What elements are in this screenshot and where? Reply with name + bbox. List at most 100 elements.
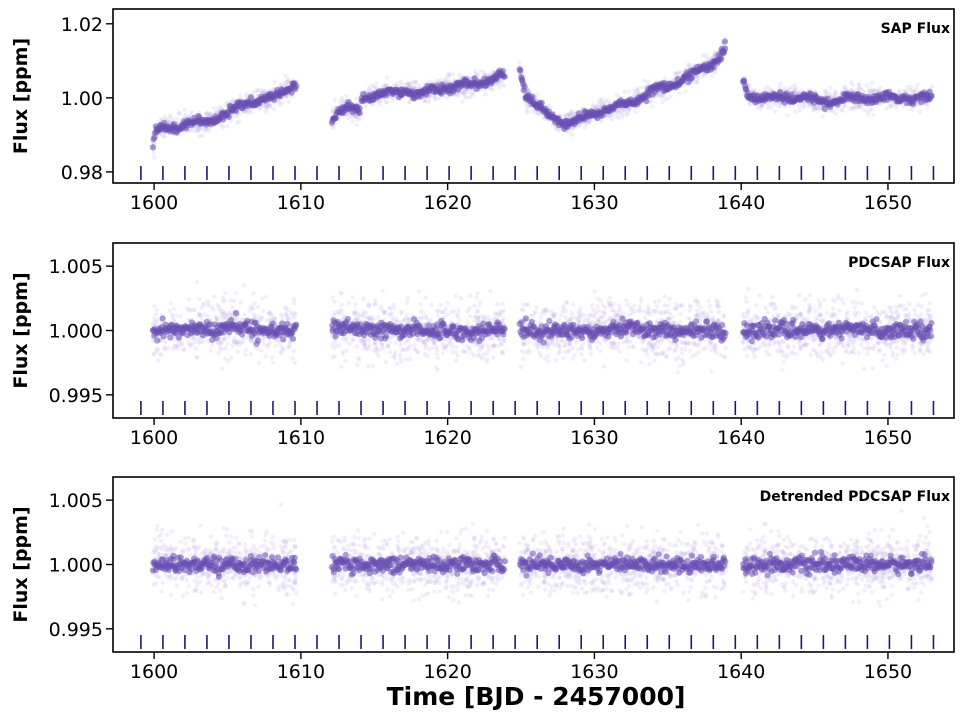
- flux-point: [225, 341, 230, 346]
- flux-point: [425, 318, 431, 323]
- flux-point: [152, 303, 157, 309]
- flux-point: [378, 102, 383, 107]
- flux-point: [850, 82, 856, 88]
- flux-point: [209, 343, 215, 348]
- flux-point: [172, 344, 177, 349]
- flux-point: [678, 70, 684, 76]
- flux-point: [394, 316, 399, 322]
- flux-point: [414, 79, 419, 85]
- flux-point: [446, 71, 451, 76]
- flux-point: [346, 115, 351, 121]
- flux-point: [567, 114, 573, 119]
- flux-point: [909, 107, 914, 112]
- flux-point: [372, 84, 377, 89]
- flux-point: [282, 305, 288, 310]
- flux-point: [536, 111, 541, 116]
- binned-point: [499, 68, 506, 75]
- flux-point: [188, 127, 193, 132]
- flux-point: [399, 309, 404, 314]
- flux-point: [596, 99, 602, 104]
- flux-point: [245, 109, 251, 115]
- flux-point: [151, 150, 156, 156]
- flux-point: [467, 314, 473, 319]
- flux-point: [339, 364, 344, 369]
- flux-point: [252, 301, 257, 306]
- flux-point: [700, 53, 706, 58]
- flux-point: [417, 289, 422, 294]
- flux-point: [232, 298, 237, 304]
- binned-point: [777, 88, 784, 96]
- flux-point: [379, 304, 384, 309]
- flux-point: [471, 92, 476, 98]
- flux-point: [365, 344, 370, 350]
- flux-point: [468, 293, 473, 299]
- flux-point: [874, 88, 880, 93]
- flux-point: [423, 98, 428, 104]
- flux-point: [161, 133, 166, 138]
- flux-point: [438, 302, 443, 307]
- flux-point: [829, 93, 834, 98]
- flux-point: [842, 104, 847, 109]
- flux-point: [208, 112, 213, 117]
- flux-point: [196, 127, 201, 132]
- flux-point: [457, 318, 462, 323]
- flux-point: [787, 87, 792, 93]
- flux-point: [172, 306, 177, 311]
- flux-point: [283, 80, 288, 86]
- flux-point: [461, 90, 466, 96]
- flux-point: [568, 109, 573, 115]
- binned-point: [722, 45, 729, 52]
- flux-point: [251, 90, 256, 95]
- flux-point: [713, 70, 718, 75]
- flux-point: [474, 309, 480, 314]
- binned-point: [721, 38, 729, 45]
- flux-point: [621, 107, 627, 113]
- flux-point: [605, 113, 610, 118]
- flux-point: [478, 314, 483, 319]
- flux-point: [406, 316, 411, 321]
- flux-point: [490, 87, 496, 93]
- flux-point: [266, 102, 271, 108]
- binned-point: [718, 56, 725, 63]
- flux-point: [498, 309, 503, 314]
- flux-point: [206, 111, 211, 116]
- flux-point: [450, 72, 455, 77]
- binned-point: [517, 67, 524, 74]
- flux-point: [219, 366, 225, 371]
- flux-point: [750, 88, 756, 93]
- flux-point: [710, 73, 715, 79]
- flux-point: [255, 304, 261, 310]
- flux-point: [869, 107, 874, 113]
- flux-point: [457, 72, 462, 78]
- flux-point: [181, 347, 187, 353]
- flux-point: [759, 103, 764, 108]
- flux-point: [488, 86, 493, 91]
- binned-point: [521, 83, 528, 90]
- flux-point: [876, 88, 881, 93]
- flux-point: [849, 80, 854, 85]
- binned-point: [293, 82, 300, 89]
- x-tick-label: 1600: [130, 192, 178, 214]
- flux-point: [387, 350, 393, 355]
- flux-point: [332, 354, 337, 359]
- y-tick-label: 0.98: [61, 162, 103, 184]
- flux-point: [600, 101, 606, 106]
- flux-point: [412, 342, 418, 348]
- flux-point: [226, 358, 231, 364]
- flux-point: [500, 301, 505, 306]
- flux-point: [467, 95, 473, 100]
- flux-point: [268, 103, 273, 109]
- flux-point: [339, 291, 344, 296]
- flux-point: [390, 98, 395, 103]
- flux-point: [474, 71, 480, 77]
- flux-point: [263, 102, 269, 108]
- flux-point: [626, 89, 632, 94]
- flux-point: [592, 105, 598, 110]
- flux-point: [332, 98, 337, 103]
- flux-point: [887, 104, 892, 109]
- flux-point: [332, 299, 337, 304]
- flux-point: [373, 85, 378, 90]
- axes-frame: [112, 8, 955, 184]
- flux-point: [797, 108, 802, 113]
- binned-point: [710, 64, 717, 71]
